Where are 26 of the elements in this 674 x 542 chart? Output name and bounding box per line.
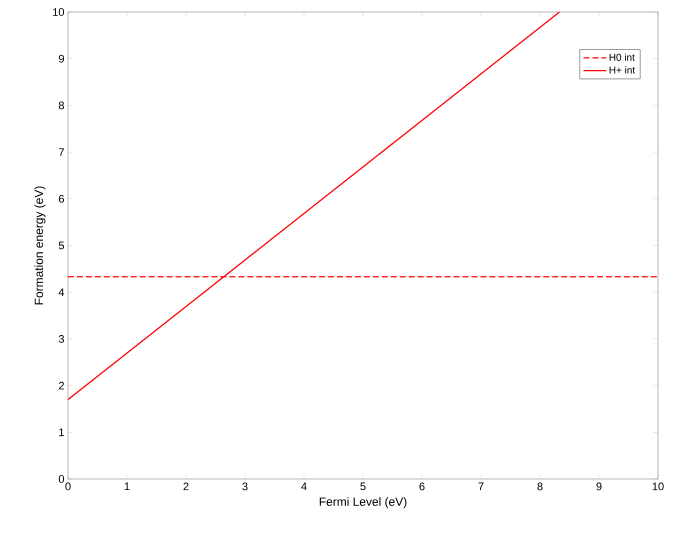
x-tick-label: 6: [420, 482, 425, 490]
x-axis-title: Fermi Level (eV): [320, 497, 406, 508]
y-tick-label: 4: [58, 288, 64, 296]
x-tick-label: 2: [184, 482, 188, 490]
y-tick-label: 3: [58, 335, 64, 343]
y-tick-label: 1: [59, 428, 64, 436]
y-tick-label: 0: [58, 475, 64, 483]
x-tick-label: 5: [360, 482, 366, 490]
y-tick-label: 5: [58, 242, 64, 250]
x-tick-label: 4: [301, 482, 307, 490]
x-tick-label: 8: [537, 482, 543, 490]
y-axis-title: Formation energy (eV): [34, 186, 46, 304]
legend-label: H0 int: [610, 54, 635, 61]
y-tick-label: 2: [58, 382, 64, 390]
x-tick-label: 3: [242, 482, 248, 490]
y-tick-label: 9: [58, 54, 64, 63]
legend-label: H+ int: [610, 66, 636, 74]
x-tick-label: 7: [478, 482, 484, 490]
y-tick-label: 10: [53, 8, 64, 16]
y-tick-label: 7: [58, 148, 64, 156]
x-tick-label: 1: [124, 482, 130, 490]
y-tick-label: 6: [58, 194, 64, 203]
x-tick-label: 10: [652, 482, 664, 490]
x-tick-label: 9: [596, 482, 602, 490]
x-tick-label: 0: [65, 482, 71, 490]
y-tick-label: 8: [58, 102, 64, 110]
